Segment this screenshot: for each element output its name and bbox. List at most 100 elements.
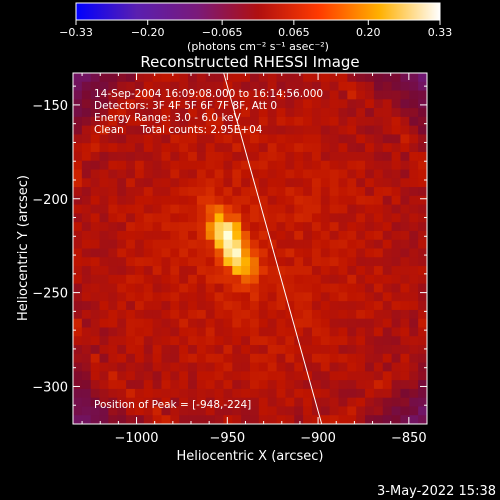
- image-pixel: [152, 380, 162, 390]
- image-pixel: [294, 257, 304, 267]
- image-pixel: [409, 108, 419, 118]
- image-pixel: [311, 204, 322, 214]
- image-pixel: [108, 90, 118, 100]
- image-pixel: [409, 116, 419, 127]
- image-pixel: [99, 239, 109, 249]
- image-pixel: [311, 195, 322, 206]
- image-pixel: [117, 178, 127, 188]
- image-pixel: [90, 345, 101, 355]
- image-pixel: [170, 380, 180, 390]
- image-pixel: [320, 327, 331, 337]
- image-pixel: [320, 239, 331, 249]
- image-pixel: [223, 318, 233, 328]
- image-pixel: [294, 178, 304, 188]
- image-pixel: [409, 371, 419, 381]
- image-pixel: [73, 143, 83, 153]
- image-pixel: [188, 266, 198, 276]
- image-pixel: [108, 371, 118, 381]
- image-pixel: [73, 222, 83, 232]
- image-pixel: [143, 406, 154, 416]
- image-pixel: [170, 362, 180, 372]
- image-pixel: [258, 380, 269, 390]
- image-pixel: [108, 301, 118, 311]
- image-pixel: [320, 292, 331, 302]
- image-pixel: [356, 160, 366, 171]
- image-pixel: [329, 204, 339, 214]
- image-pixel: [329, 230, 339, 241]
- image-pixel: [258, 116, 269, 127]
- image-pixel: [409, 187, 419, 197]
- image-pixel: [409, 415, 419, 424]
- colorbar-tick-label: 0.065: [278, 26, 310, 39]
- image-pixel: [81, 301, 92, 311]
- image-pixel: [391, 178, 401, 188]
- image-pixel: [126, 309, 136, 320]
- image-pixel: [241, 362, 251, 372]
- image-pixel: [320, 178, 331, 188]
- image-pixel: [196, 169, 207, 179]
- image-pixel: [338, 81, 348, 92]
- image-pixel: [258, 195, 269, 206]
- image-pixel: [356, 151, 366, 162]
- image-pixel: [303, 257, 313, 267]
- image-pixel: [311, 151, 322, 162]
- image-pixel: [347, 283, 357, 293]
- image-pixel: [152, 415, 162, 424]
- image-pixel: [205, 301, 216, 311]
- image-pixel: [365, 81, 375, 92]
- image-pixel: [409, 204, 419, 214]
- image-pixel: [267, 222, 278, 232]
- image-pixel: [214, 187, 224, 197]
- image-pixel: [214, 239, 224, 249]
- image-pixel: [258, 248, 269, 258]
- image-pixel: [73, 292, 83, 302]
- image-pixel: [143, 108, 154, 118]
- image-pixel: [170, 266, 180, 276]
- image-pixel: [347, 274, 357, 285]
- image-pixel: [365, 213, 375, 223]
- image-pixel: [373, 169, 384, 179]
- image-pixel: [143, 213, 154, 223]
- image-pixel: [99, 160, 109, 171]
- image-pixel: [223, 81, 233, 92]
- image-pixel: [391, 248, 401, 258]
- image-pixel: [285, 239, 295, 249]
- image-pixel: [418, 81, 427, 92]
- image-pixel: [170, 345, 180, 355]
- image-pixel: [400, 230, 410, 241]
- image-pixel: [373, 108, 384, 118]
- image-pixel: [81, 274, 92, 285]
- image-pixel: [338, 116, 348, 127]
- image-pixel: [303, 248, 313, 258]
- image-pixel: [188, 90, 198, 100]
- image-pixel: [365, 204, 375, 214]
- image-pixel: [232, 309, 242, 320]
- image-pixel: [241, 169, 251, 179]
- image-pixel: [126, 345, 136, 355]
- image-pixel: [196, 345, 207, 355]
- image-pixel: [223, 371, 233, 381]
- image-pixel: [365, 73, 375, 83]
- image-pixel: [161, 318, 171, 328]
- image-pixel: [418, 239, 427, 249]
- image-pixel: [214, 345, 224, 355]
- image-pixel: [311, 108, 322, 118]
- image-pixel: [258, 415, 269, 424]
- image-pixel: [152, 388, 162, 399]
- image-pixel: [303, 266, 313, 276]
- image-pixel: [400, 125, 410, 135]
- image-pixel: [126, 151, 136, 162]
- image-pixel: [90, 327, 101, 337]
- image-pixel: [214, 73, 224, 83]
- image-pixel: [347, 301, 357, 311]
- image-pixel: [90, 318, 101, 328]
- image-pixel: [188, 169, 198, 179]
- image-pixel: [223, 362, 233, 372]
- image-pixel: [214, 309, 224, 320]
- image-pixel: [382, 406, 393, 416]
- image-pixel: [170, 116, 180, 127]
- image-pixel: [196, 222, 207, 232]
- image-pixel: [258, 397, 269, 407]
- image-pixel: [90, 108, 101, 118]
- image-pixel: [232, 99, 242, 109]
